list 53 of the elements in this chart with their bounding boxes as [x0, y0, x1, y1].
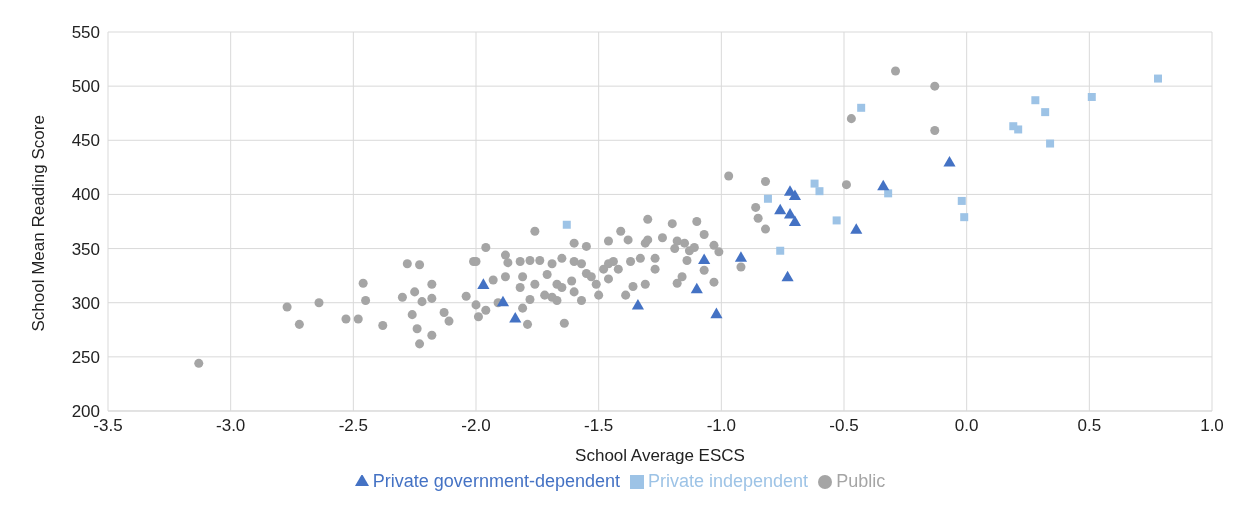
point	[690, 282, 703, 294]
point	[776, 246, 785, 255]
point	[1087, 92, 1096, 101]
x-tick-label: 1.0	[1200, 416, 1224, 436]
point	[496, 295, 510, 307]
point	[698, 253, 711, 264]
x-tick-label: -2.0	[461, 416, 491, 436]
point	[788, 215, 802, 227]
point	[1009, 122, 1018, 131]
legend-label: Public	[836, 471, 886, 491]
x-tick-label: 0.0	[954, 416, 979, 436]
x-tick-label: -0.5	[829, 416, 859, 436]
point	[734, 251, 748, 262]
point	[774, 203, 787, 215]
y-tick-label: 450	[71, 131, 100, 151]
point	[884, 189, 893, 198]
point	[783, 207, 797, 219]
point	[509, 311, 522, 323]
point	[1154, 74, 1163, 83]
point	[815, 187, 824, 196]
legend-label: Private government-dependent	[372, 471, 620, 491]
point	[1031, 96, 1040, 105]
point	[781, 270, 794, 282]
x-tick-label: -2.5	[338, 416, 368, 436]
y-axis-title: School Mean Reading Score	[29, 115, 49, 332]
y-tick-label: 550	[71, 23, 100, 43]
x-tick-label: -1.0	[706, 416, 736, 436]
point	[850, 223, 863, 234]
point	[710, 307, 723, 319]
point	[857, 103, 866, 112]
point	[562, 220, 571, 229]
point	[1041, 108, 1050, 117]
point	[1046, 139, 1055, 148]
y-tick-label: 500	[71, 77, 100, 97]
point	[960, 213, 969, 222]
x-tick-label: 0.5	[1077, 416, 1102, 436]
point	[832, 216, 841, 225]
x-tick-label: -1.5	[584, 416, 614, 436]
point	[477, 278, 490, 289]
x-axis-title: School Average ESCS	[575, 446, 745, 465]
point	[763, 194, 772, 203]
point	[631, 298, 644, 310]
point	[943, 156, 956, 167]
y-tick-label: 300	[71, 293, 100, 313]
y-tick-label: 350	[71, 239, 100, 259]
legend-label: Private independent	[648, 471, 809, 491]
y-tick-label: 250	[71, 347, 100, 367]
x-tick-label: -3.0	[216, 416, 246, 436]
y-tick-label: 400	[71, 185, 100, 205]
point	[877, 179, 890, 191]
point	[957, 196, 966, 205]
point	[810, 179, 819, 188]
point	[788, 189, 802, 201]
